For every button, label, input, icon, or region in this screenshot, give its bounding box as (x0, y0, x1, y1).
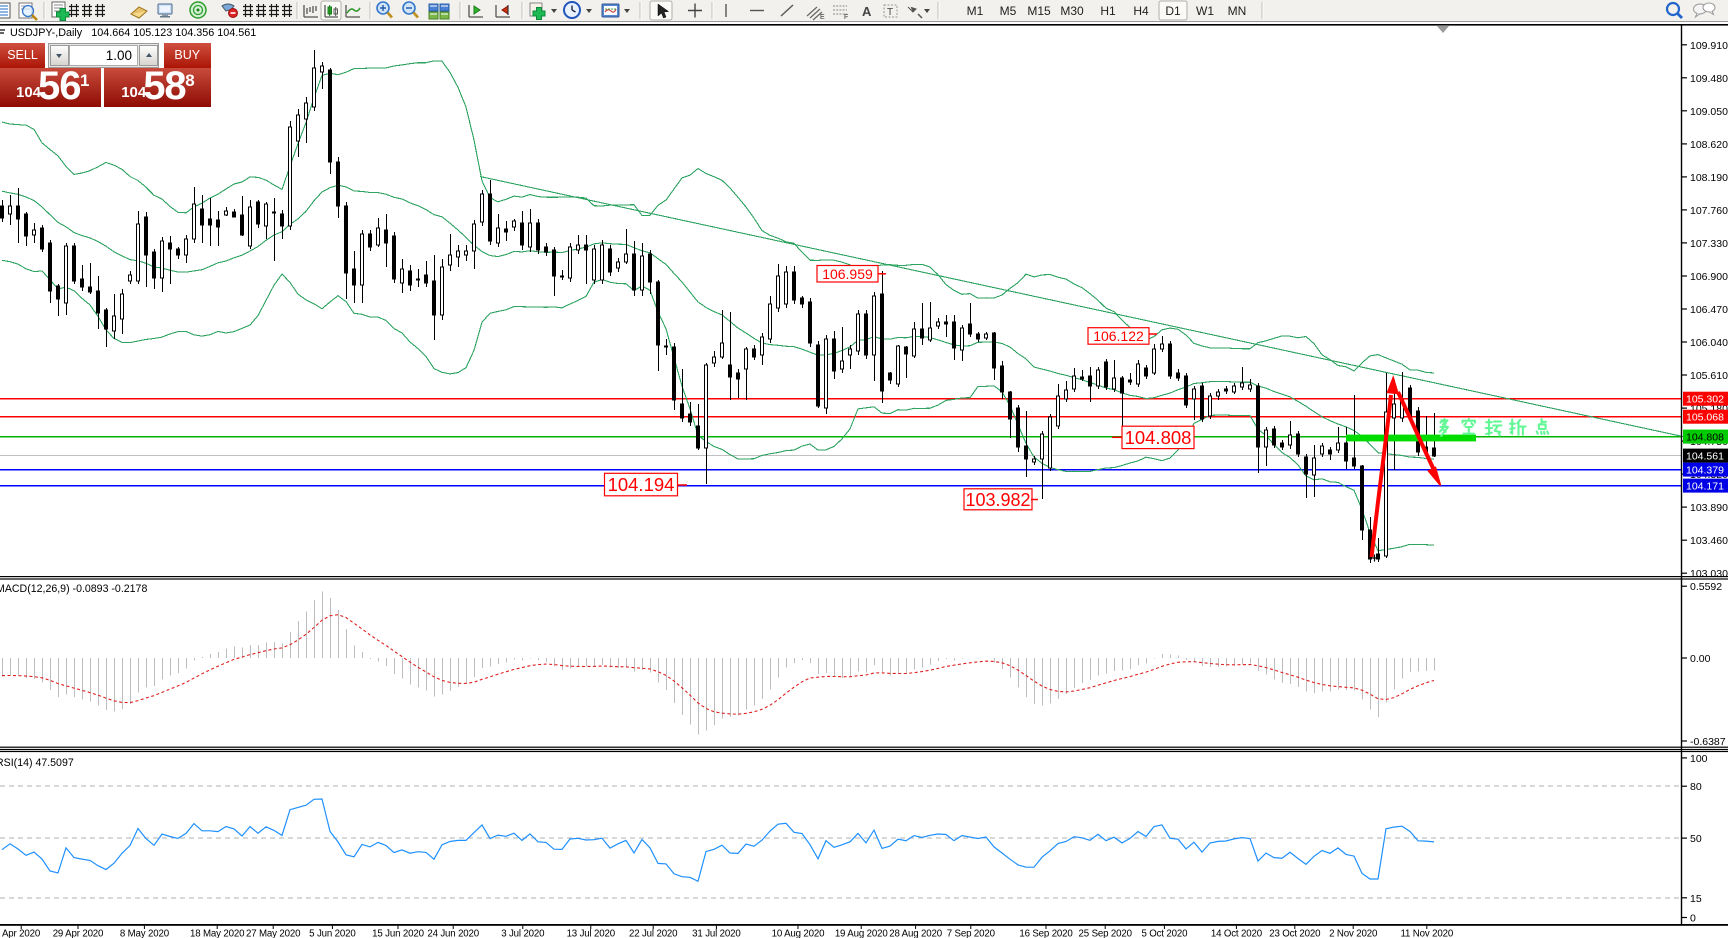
svg-text:M15: M15 (1027, 4, 1051, 18)
svg-text:H1: H1 (1100, 4, 1116, 18)
svg-text:D1: D1 (1165, 4, 1181, 18)
svg-text:15: 15 (1690, 893, 1702, 905)
svg-text:22 Jul 2020: 22 Jul 2020 (629, 929, 678, 938)
svg-text:31 Jul 2020: 31 Jul 2020 (692, 929, 741, 938)
svg-text:5 Jun 2020: 5 Jun 2020 (309, 929, 356, 938)
svg-text:5 Oct 2020: 5 Oct 2020 (1141, 929, 1188, 938)
svg-text:E: E (820, 14, 825, 21)
svg-text:103.890: 103.890 (1690, 502, 1728, 514)
svg-text:23 Oct 2020: 23 Oct 2020 (1269, 929, 1321, 938)
svg-text:106.470: 106.470 (1690, 304, 1728, 316)
svg-text:106.040: 106.040 (1690, 337, 1728, 349)
svg-text:7 Sep 2020: 7 Sep 2020 (947, 929, 996, 938)
svg-text:F: F (844, 14, 848, 21)
svg-text:16 Sep 2020: 16 Sep 2020 (1019, 929, 1073, 938)
svg-text:MACD(12,26,9) -0.0893 -0.2178: MACD(12,26,9) -0.0893 -0.2178 (0, 583, 147, 595)
svg-text:80: 80 (1690, 781, 1702, 793)
svg-text:H4: H4 (1133, 4, 1149, 18)
svg-text:0.00: 0.00 (1690, 653, 1711, 665)
svg-text:103.030: 103.030 (1690, 568, 1728, 580)
svg-text:10 Aug 2020: 10 Aug 2020 (772, 929, 826, 938)
svg-text:RSI(14) 47.5097: RSI(14) 47.5097 (0, 757, 74, 769)
svg-text:50: 50 (1690, 833, 1702, 845)
svg-text:M30: M30 (1060, 4, 1084, 18)
svg-text:8 May 2020: 8 May 2020 (120, 929, 170, 938)
svg-text:103.460: 103.460 (1690, 535, 1728, 547)
svg-text:107.330: 107.330 (1690, 238, 1728, 250)
svg-text:108.620: 108.620 (1690, 139, 1728, 151)
svg-text:106.122: 106.122 (1093, 328, 1144, 344)
svg-text:W1: W1 (1196, 4, 1214, 18)
svg-text:29 Apr 2020: 29 Apr 2020 (53, 929, 104, 938)
svg-text:100: 100 (1690, 753, 1708, 765)
svg-text:14 Oct 2020: 14 Oct 2020 (1211, 929, 1263, 938)
svg-text:-0.6387: -0.6387 (1690, 736, 1726, 748)
svg-text:19 Aug 2020: 19 Aug 2020 (835, 929, 889, 938)
svg-text:105.302: 105.302 (1686, 394, 1724, 406)
svg-text:105.068: 105.068 (1686, 412, 1724, 424)
svg-text:M5: M5 (1000, 4, 1017, 18)
svg-text:18 May 2020: 18 May 2020 (190, 929, 245, 938)
svg-text:MN: MN (1228, 4, 1247, 18)
svg-text:104.194: 104.194 (608, 474, 675, 495)
svg-text:0: 0 (1690, 913, 1696, 925)
svg-text:15 Jun 2020: 15 Jun 2020 (372, 929, 424, 938)
svg-text:USDJPY-,Daily 104.664 105.12: USDJPY-,Daily 104.664 105.123 104.356 10… (10, 27, 256, 39)
svg-text:106.900: 106.900 (1690, 271, 1728, 283)
svg-text:104.171: 104.171 (1686, 481, 1724, 493)
svg-text:3 Jul 2020: 3 Jul 2020 (501, 929, 545, 938)
svg-text:A: A (862, 4, 872, 19)
svg-text:106.959: 106.959 (822, 266, 873, 282)
svg-text:2 Nov 2020: 2 Nov 2020 (1329, 929, 1378, 938)
svg-text:M1: M1 (967, 4, 984, 18)
svg-text:107.760: 107.760 (1690, 205, 1728, 217)
svg-text:109.910: 109.910 (1690, 40, 1728, 52)
svg-text:13 Jul 2020: 13 Jul 2020 (567, 929, 616, 938)
svg-text:24 Jun 2020: 24 Jun 2020 (427, 929, 479, 938)
svg-text:103.982: 103.982 (965, 490, 1030, 510)
svg-text:27 May 2020: 27 May 2020 (246, 929, 301, 938)
svg-text:11 Nov 2020: 11 Nov 2020 (1401, 929, 1454, 938)
svg-text:Apr 2020: Apr 2020 (2, 929, 41, 938)
svg-text:105.610: 105.610 (1690, 370, 1728, 382)
svg-text:0.5592: 0.5592 (1690, 581, 1722, 593)
svg-text:25 Sep 2020: 25 Sep 2020 (1079, 929, 1133, 938)
svg-text:104.808: 104.808 (1125, 427, 1192, 448)
svg-text:T: T (887, 7, 893, 18)
svg-text:104.808: 104.808 (1686, 432, 1724, 444)
svg-text:109.050: 109.050 (1690, 106, 1728, 118)
svg-text:109.480: 109.480 (1690, 73, 1728, 85)
svg-text:104.561: 104.561 (1686, 451, 1724, 463)
svg-text:28 Aug 2020: 28 Aug 2020 (889, 929, 943, 938)
svg-text:108.190: 108.190 (1690, 172, 1728, 184)
svg-text:104.379: 104.379 (1686, 465, 1724, 477)
